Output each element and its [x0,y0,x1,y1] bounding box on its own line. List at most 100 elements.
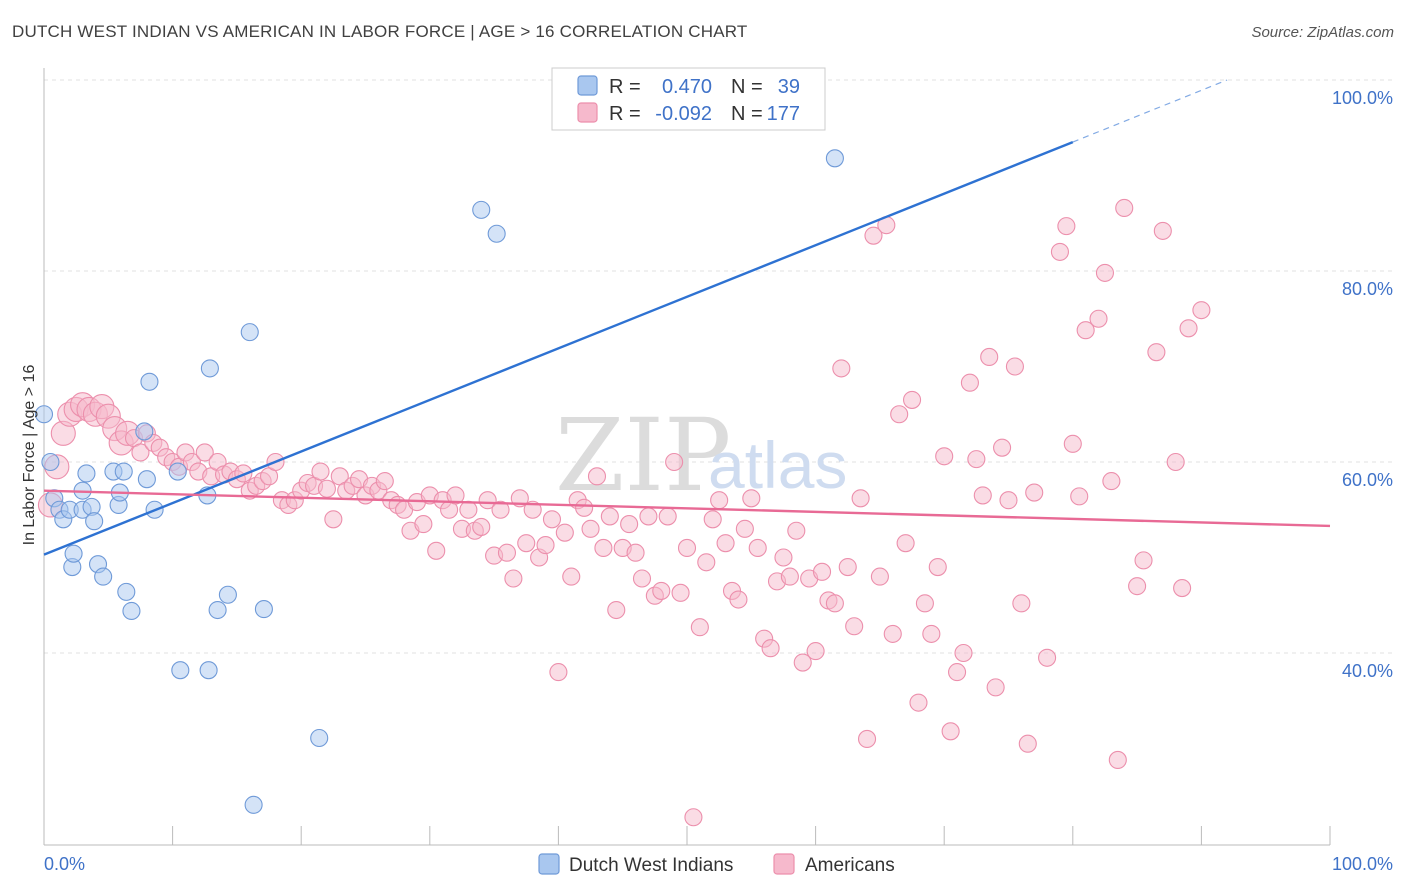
stats-swatch-pink [577,102,598,123]
stats-n-value-2: 177 [767,103,800,125]
american-point-65 [459,500,478,519]
american-point-14 [131,443,150,462]
american-point-112 [761,639,780,658]
american-point-60 [427,541,446,560]
x-ticks [43,826,1331,845]
american-point-138 [928,557,947,577]
stats-r-label-1: R = [609,76,641,98]
american-point-85 [587,467,607,486]
american-point-135 [909,693,928,712]
american-point-24 [195,443,214,462]
american-point-151 [1012,594,1031,613]
american-point-122 [825,594,844,613]
american-point-104 [710,491,729,510]
american-point-165 [1128,577,1147,596]
dutch-west-indian-point-23 [140,372,159,391]
dutch-west-indian-point-14 [94,567,113,586]
y-tick-label-80: 80.0% [1342,279,1393,299]
american-point-161 [1095,263,1114,282]
american-point-153 [1025,483,1044,502]
american-point-152 [1018,734,1037,753]
american-point-72 [504,569,523,588]
american-point-119 [806,642,825,661]
american-point-78 [542,510,562,529]
dutch-west-indian-point-30 [208,600,227,620]
american-point-154 [1038,648,1057,667]
trendline-dutch-west-indians [43,140,1074,556]
american-point-142 [954,643,973,663]
dutch-west-indian-point-28 [199,661,218,680]
american-point-127 [857,729,877,749]
american-point-75 [523,500,542,519]
dutch-west-indian-point-25 [168,462,187,481]
x-tick-label-max: 100.0% [1332,854,1393,874]
american-point-99 [677,538,697,558]
american-point-84 [581,519,600,538]
american-point-42 [311,462,330,481]
american-point-102 [697,553,716,572]
american-point-156 [1057,217,1076,236]
american-point-146 [980,347,999,367]
stats-n-value-1: 39 [778,76,800,98]
stats-r-label-2: R = [609,103,641,125]
american-point-166 [1134,551,1153,570]
american-point-141 [948,663,967,682]
american-point-93 [639,507,658,526]
american-point-160 [1089,309,1108,328]
american-point-103 [703,510,722,529]
american-point-87 [600,507,619,526]
dutch-west-indian-point-10 [77,464,96,483]
dutch-west-indian-point-18 [114,462,133,481]
american-point-129 [870,567,889,586]
american-point-158 [1070,487,1089,506]
american-point-88 [607,600,626,620]
trendline-americans [43,489,1331,528]
dutch-west-indian-point-36 [472,200,491,219]
american-point-101 [690,618,709,637]
american-point-163 [1108,750,1127,770]
legend-swatch-dutch-west-indians [538,853,560,875]
american-point-97 [665,452,684,472]
american-point-81 [562,567,581,586]
watermark: ZIP atlas [555,397,847,514]
stats-r-value-2: -0.092 [655,103,712,125]
american-point-155 [1050,242,1069,261]
american-point-167 [1147,343,1166,362]
legend: Dutch West Indians Americans [538,853,895,876]
american-point-68 [478,491,497,510]
american-point-149 [999,491,1018,510]
american-point-159 [1076,321,1095,340]
american-point-74 [517,534,536,553]
american-point-133 [896,534,915,553]
american-point-116 [787,521,806,540]
american-point-108 [735,519,754,538]
american-point-157 [1063,434,1082,453]
american-point-79 [549,663,568,682]
legend-label-americans: Americans [805,855,895,876]
american-point-168 [1153,221,1172,240]
american-point-137 [922,624,941,643]
stats-n-label-1: N = [731,76,763,98]
american-point-83 [575,498,594,517]
dutch-west-indian-point-21 [135,422,154,441]
american-point-100 [684,808,703,827]
american-point-77 [536,536,555,555]
american-point-95 [652,581,671,600]
dutch-west-indian-point-38 [825,149,844,168]
american-point-43 [317,479,336,498]
american-point-164 [1115,198,1134,218]
american-point-150 [1005,357,1024,376]
source-credit: Source: ZipAtlas.com [1251,24,1394,41]
american-point-145 [973,486,992,505]
american-point-80 [555,523,574,542]
american-point-170 [1179,319,1198,338]
american-point-96 [658,507,677,526]
american-point-114 [774,548,793,567]
dutch-west-indian-point-12 [85,512,104,531]
dutch-west-indian-point-33 [244,795,263,814]
american-point-134 [902,390,922,409]
x-tick-label-min: 0.0% [44,854,85,874]
dutch-west-indian-point-22 [137,470,156,489]
american-point-132 [890,405,909,424]
